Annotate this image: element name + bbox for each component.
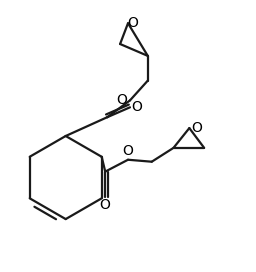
Text: O: O xyxy=(191,121,202,135)
Text: O: O xyxy=(123,144,133,158)
Text: O: O xyxy=(132,100,142,114)
Text: O: O xyxy=(127,16,138,30)
Text: O: O xyxy=(99,198,110,212)
Text: O: O xyxy=(117,93,127,107)
